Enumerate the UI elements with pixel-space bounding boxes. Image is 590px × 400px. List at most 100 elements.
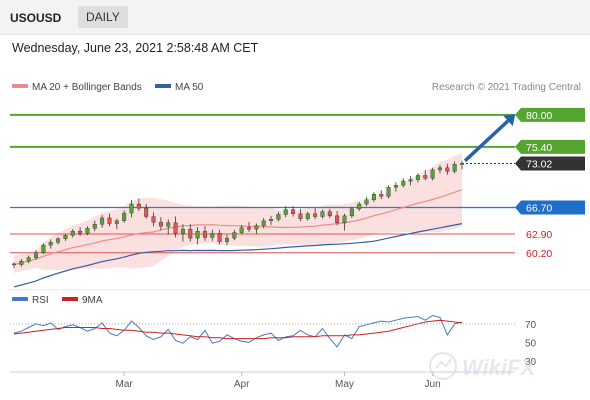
- candle-body: [401, 180, 406, 186]
- ma50-line: [13, 223, 463, 288]
- timestamp: Wednesday, June 23, 2021 2:58:48 AM CET: [12, 41, 259, 55]
- candle-body: [217, 233, 222, 242]
- candle-body: [78, 230, 83, 234]
- rsi-legend-label: RSI: [32, 295, 49, 306]
- ma20-line: [13, 189, 463, 266]
- level-label-66-70: 66.70: [526, 202, 552, 214]
- watermark: WikiFX: [429, 352, 536, 380]
- level-tag-resistance: [515, 107, 585, 122]
- candle-body: [11, 263, 16, 266]
- candle-body: [202, 230, 207, 238]
- rsi-tick-30: 30: [525, 357, 537, 368]
- candle-body: [305, 213, 310, 219]
- candle-body: [386, 187, 391, 197]
- candle-body: [224, 237, 229, 242]
- ma50-legend-swatch: [155, 84, 171, 88]
- symbol-label: USOUSD: [10, 11, 62, 25]
- candle-body: [408, 179, 413, 182]
- x-tick-label-mar: Mar: [116, 379, 134, 390]
- candle-body: [393, 185, 398, 188]
- watermark-text: WikiFX: [462, 355, 536, 380]
- candle-body: [239, 227, 244, 233]
- candle-body: [379, 194, 384, 197]
- candle-body: [41, 244, 46, 253]
- candle-body: [232, 232, 237, 239]
- candle-body: [144, 207, 149, 217]
- candle-body: [298, 213, 303, 219]
- x-tick-label-may: May: [335, 379, 354, 390]
- candle-body: [415, 175, 420, 180]
- level-tag-pivot: [515, 200, 585, 215]
- candle-body: [423, 175, 428, 179]
- bollinger-band: [14, 152, 462, 273]
- level-label-80-00: 80.00: [526, 110, 552, 122]
- candle-body: [313, 213, 318, 217]
- candle-body: [320, 211, 325, 217]
- candle-body: [430, 169, 435, 179]
- candle-body: [85, 228, 90, 234]
- candle-body: [261, 220, 266, 226]
- candle-body: [210, 233, 215, 238]
- rsi-tick-50: 50: [525, 338, 537, 349]
- candle-body: [56, 238, 61, 243]
- candle-body: [19, 260, 24, 265]
- ma9-legend-label: 9MA: [82, 295, 103, 306]
- candle-body: [342, 215, 347, 224]
- forecast-arrow-shaft: [463, 119, 510, 163]
- rsi-line: [13, 314, 463, 348]
- candle-body: [291, 209, 296, 214]
- candle-body: [180, 228, 185, 234]
- level-label-73-02: 73.02: [526, 158, 552, 170]
- candle-body: [247, 227, 252, 230]
- timeframe-tab[interactable]: DAILY: [78, 6, 128, 28]
- candle-body: [269, 219, 274, 221]
- candle-body: [437, 167, 442, 171]
- top-bar: USOUSD DAILY: [0, 0, 590, 35]
- candle-body: [70, 230, 75, 236]
- x-tick-label-apr: Apr: [234, 379, 250, 390]
- forecast-arrow-head: [503, 114, 516, 127]
- candle-body: [327, 211, 332, 217]
- bb-legend-swatch: [12, 84, 28, 88]
- credit-text: Research © 2021 Trading Central: [432, 82, 581, 93]
- candle-body: [445, 167, 450, 172]
- x-tick-label-jun: Jun: [425, 379, 441, 390]
- candle-body: [129, 203, 134, 214]
- candle-body: [114, 220, 119, 224]
- rsi-tick-70: 70: [525, 320, 537, 331]
- candle-body: [92, 224, 97, 229]
- rsi-legend-swatch: [12, 297, 28, 301]
- candle-body: [173, 222, 178, 234]
- level-label-62-90: 62.90: [526, 229, 552, 241]
- candle-body: [460, 163, 465, 165]
- candle-body: [254, 225, 259, 230]
- candle-body: [63, 235, 68, 240]
- ma50-legend-label: MA 50: [175, 82, 204, 93]
- level-label-75-40: 75.40: [526, 142, 552, 154]
- bb-legend-label: MA 20 + Bollinger Bands: [32, 82, 142, 93]
- candle-body: [357, 203, 362, 210]
- candle-body: [276, 214, 281, 220]
- candle-body: [122, 212, 127, 221]
- candle-body: [283, 209, 288, 215]
- candle-body: [371, 194, 376, 201]
- watermark-chart-icon: [435, 358, 452, 369]
- watermark-logo-icon: [429, 352, 457, 380]
- candle-body: [452, 164, 457, 172]
- candle-body: [195, 230, 200, 239]
- level-tag-resistance: [515, 139, 585, 154]
- candle-body: [151, 216, 156, 223]
- candle-body: [136, 203, 141, 209]
- level-label-60-20: 60.20: [526, 248, 552, 260]
- candle-body: [364, 199, 369, 205]
- candle-body: [166, 222, 171, 227]
- candle-body: [100, 217, 105, 225]
- candle-body: [34, 252, 39, 258]
- candle-body: [335, 215, 340, 224]
- candle-body: [158, 221, 163, 227]
- candle-body: [48, 242, 53, 246]
- rsi-ma9-line: [13, 319, 463, 340]
- candle-body: [107, 217, 112, 224]
- candle-body: [188, 228, 193, 239]
